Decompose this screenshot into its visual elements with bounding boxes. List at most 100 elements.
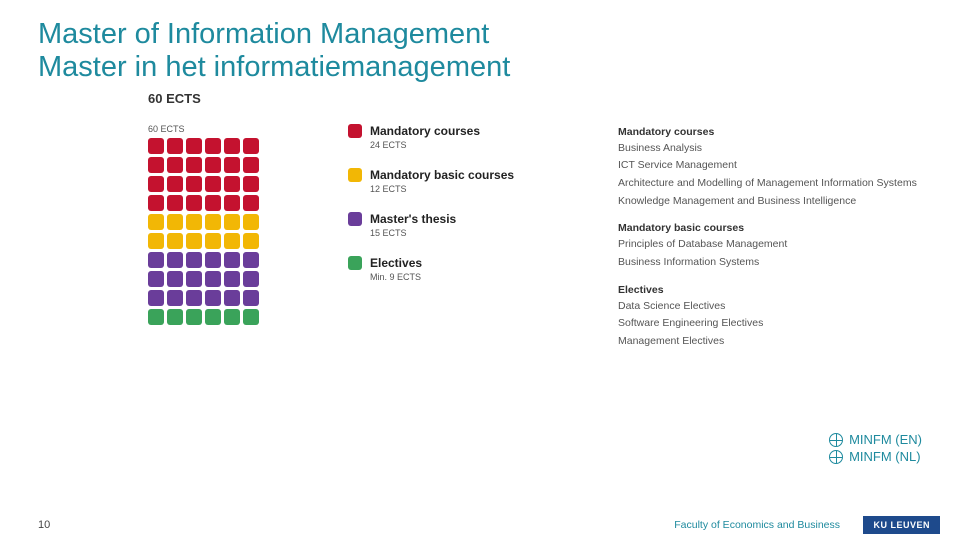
course-item: Architecture and Modelling of Management…: [618, 177, 922, 191]
ects-square: [243, 214, 259, 230]
ects-square: [224, 233, 240, 249]
ects-square: [224, 309, 240, 325]
legend-subtitle: 12 ECTS: [370, 184, 608, 194]
subtitle-ects: 60 ECTS: [148, 91, 922, 106]
ects-square: [167, 214, 183, 230]
program-link-label: MINFM (EN): [849, 432, 922, 447]
ects-square: [224, 195, 240, 211]
legend-item: Mandatory courses24 ECTS: [348, 124, 608, 150]
ects-square: [205, 195, 221, 211]
course-item: ICT Service Management: [618, 159, 922, 173]
ects-square: [167, 157, 183, 173]
course-item: Business Analysis: [618, 142, 922, 156]
course-list-column: Mandatory courses Business Analysis ICT Se…: [608, 124, 922, 363]
legend-item: Mandatory basic courses 12 ECTS: [348, 168, 608, 194]
ects-square: [167, 252, 183, 268]
course-item: Management Electives: [618, 335, 922, 349]
course-item: Data Science Electives: [618, 300, 922, 314]
legend-column: Mandatory courses24 ECTS Mandatory basic …: [338, 124, 608, 363]
ects-square: [224, 214, 240, 230]
slide: Master of Information Management Master …: [0, 0, 960, 540]
title-line-2: Master in het informatiemanagement: [38, 51, 922, 84]
globe-icon: [829, 433, 843, 447]
course-block: Mandatory courses Business Analysis ICT Se…: [618, 126, 922, 209]
legend-swatch: [348, 168, 362, 182]
ects-square: [148, 214, 164, 230]
ects-square: [243, 176, 259, 192]
ects-square: [148, 252, 164, 268]
ects-square: [148, 290, 164, 306]
legend-title: Electives: [370, 256, 422, 270]
ects-square: [243, 233, 259, 249]
course-block-heading: Mandatory courses: [618, 126, 922, 138]
legend-subtitle: Min. 9 ECTS: [370, 272, 608, 282]
course-item: Business Information Systems: [618, 256, 922, 270]
ects-square: [186, 309, 202, 325]
course-item: Principles of Database Management: [618, 238, 922, 252]
ects-square: [224, 271, 240, 287]
ects-square: [148, 233, 164, 249]
ects-square: [243, 290, 259, 306]
globe-icon: [829, 450, 843, 464]
ects-square: [224, 176, 240, 192]
legend-title: Master's thesis: [370, 212, 456, 226]
university-badge: KU LEUVEN: [863, 516, 940, 534]
ects-square: [186, 157, 202, 173]
legend-subtitle: 15 ECTS: [370, 228, 608, 238]
ects-square: [243, 138, 259, 154]
ects-square: [243, 195, 259, 211]
ects-square: [205, 233, 221, 249]
legend-item: Master's thesis 15 ECTS: [348, 212, 608, 238]
ects-square: [186, 290, 202, 306]
ects-square: [167, 138, 183, 154]
ects-square: [205, 309, 221, 325]
legend-swatch: [348, 124, 362, 138]
ects-square: [148, 176, 164, 192]
ects-square: [224, 252, 240, 268]
ects-square: [167, 195, 183, 211]
ects-square: [243, 252, 259, 268]
course-block-heading: Mandatory basic courses: [618, 222, 922, 234]
course-block-heading: Electives: [618, 284, 922, 296]
ects-grid: [148, 138, 338, 325]
ects-square: [148, 157, 164, 173]
ects-square: [186, 195, 202, 211]
ects-square: [205, 138, 221, 154]
ects-square: [186, 271, 202, 287]
ects-square: [205, 290, 221, 306]
course-item: Software Engineering Electives: [618, 317, 922, 331]
ects-square: [167, 309, 183, 325]
ects-square: [243, 271, 259, 287]
ects-square: [186, 176, 202, 192]
program-link[interactable]: MINFM (EN): [829, 432, 922, 447]
legend-swatch: [348, 212, 362, 226]
program-link[interactable]: MINFM (NL): [829, 449, 922, 464]
program-links: MINFM (EN) MINFM (NL): [829, 432, 922, 466]
ects-square: [148, 271, 164, 287]
ects-square: [148, 138, 164, 154]
ects-square: [205, 214, 221, 230]
legend-title: Mandatory basic courses: [370, 168, 514, 182]
ects-square: [224, 157, 240, 173]
ects-square: [186, 214, 202, 230]
ects-square: [224, 138, 240, 154]
ects-square: [186, 233, 202, 249]
course-item: Knowledge Management and Business Intell…: [618, 195, 922, 209]
page-number: 10: [38, 519, 50, 531]
course-block: Mandatory basic courses Principles of Dat…: [618, 222, 922, 269]
ects-square: [224, 290, 240, 306]
ects-square: [243, 309, 259, 325]
chart-label: 60 ECTS: [148, 124, 338, 134]
content-row: 60 ECTS Mandatory courses24 ECTSMandator…: [38, 124, 922, 363]
course-block: Electives Data Science Electives Software …: [618, 284, 922, 349]
footer: 10 Faculty of Economics and Business KU …: [0, 510, 960, 540]
ects-square: [167, 271, 183, 287]
ects-square: [205, 176, 221, 192]
ects-square: [167, 290, 183, 306]
legend-subtitle: 24 ECTS: [370, 140, 608, 150]
ects-square: [205, 252, 221, 268]
ects-square: [243, 157, 259, 173]
ects-square: [186, 138, 202, 154]
ects-square: [148, 309, 164, 325]
faculty-label: Faculty of Economics and Business: [674, 519, 840, 531]
